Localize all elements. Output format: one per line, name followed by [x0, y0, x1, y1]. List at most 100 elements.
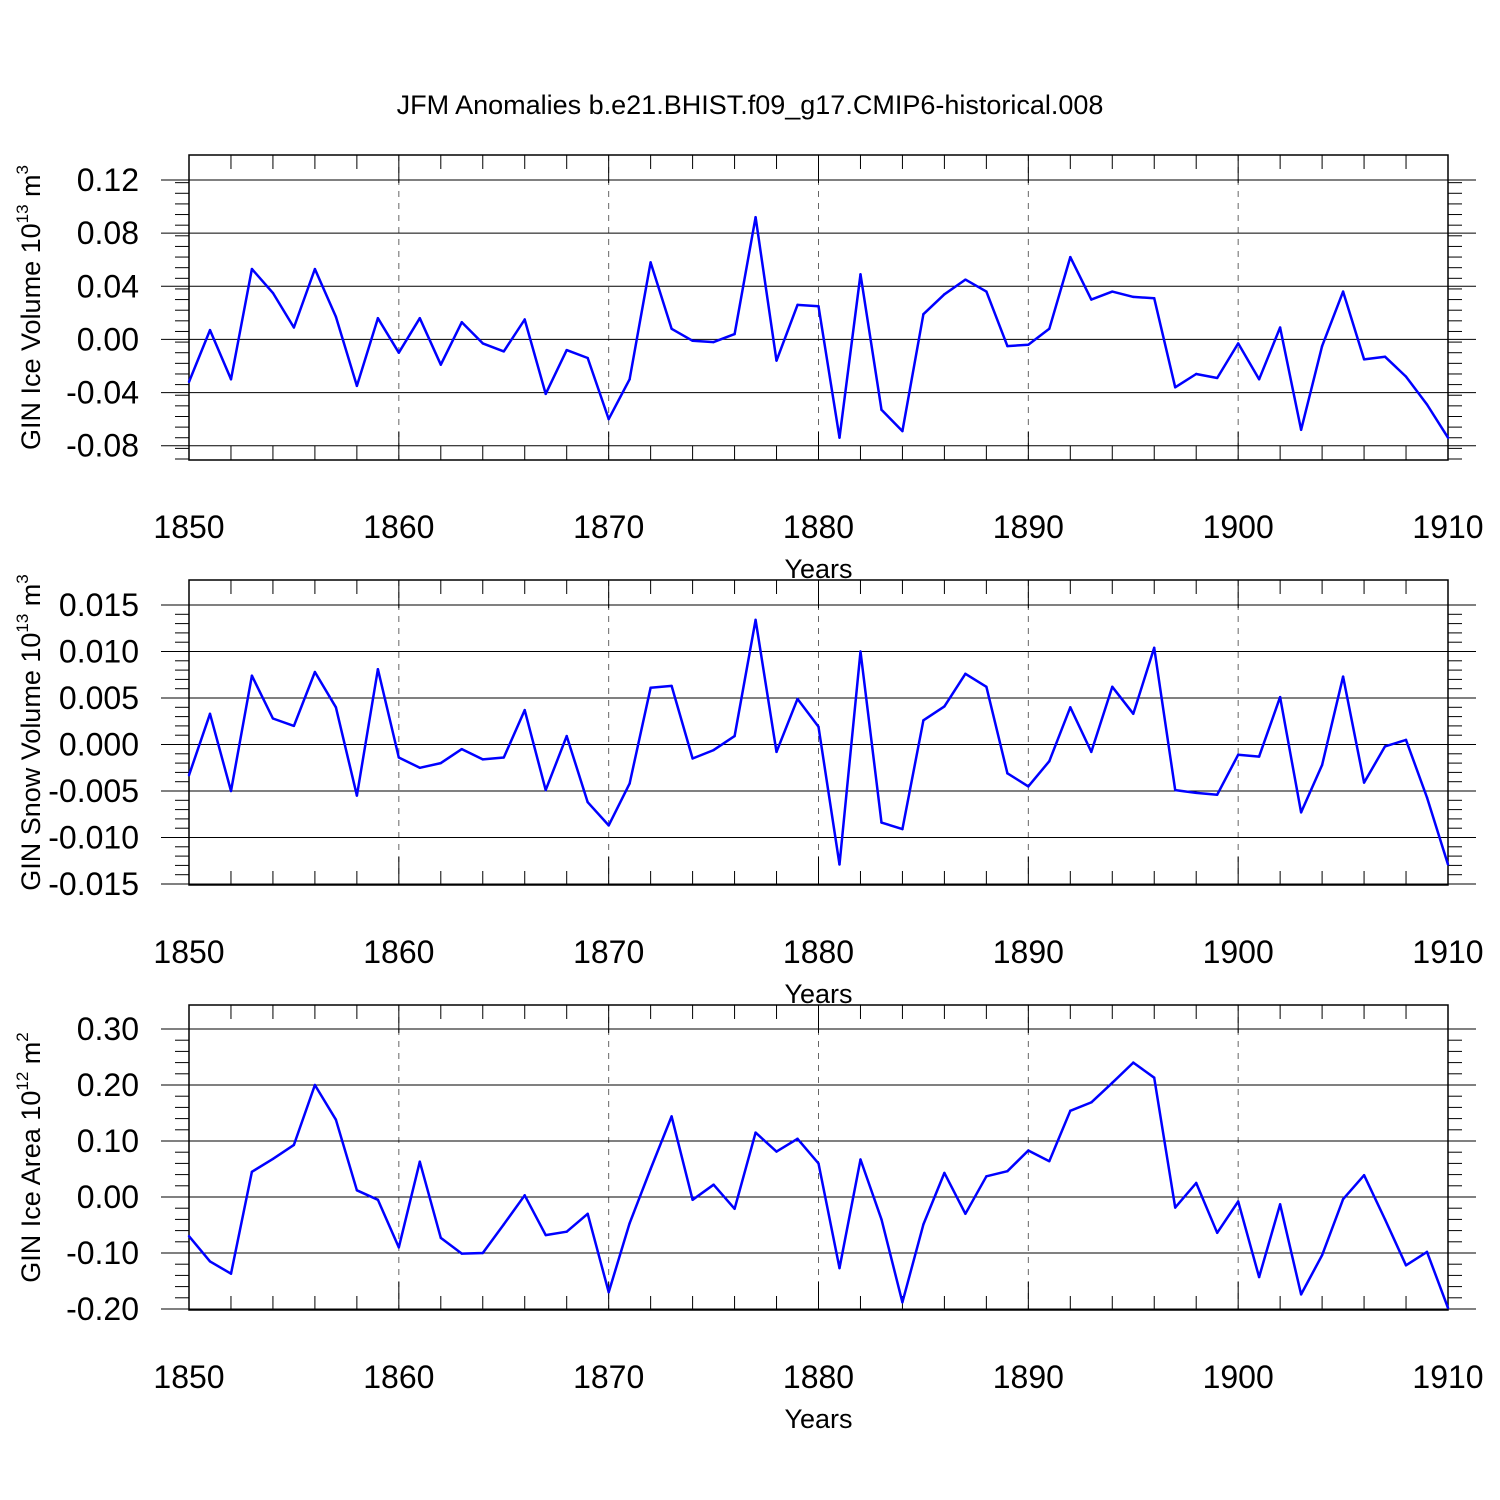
data-point — [964, 672, 967, 676]
y-tick-label: 0.00 — [77, 1179, 139, 1215]
data-point — [334, 1118, 338, 1121]
x-tick-label: 1860 — [363, 1359, 434, 1395]
data-point — [1048, 760, 1051, 763]
y-tick-label: 0.08 — [77, 215, 139, 251]
data-point — [1215, 376, 1219, 380]
data-point — [817, 305, 820, 308]
data-point — [355, 794, 359, 797]
data-point — [292, 1143, 296, 1147]
data-point — [733, 1207, 736, 1210]
panel-3: -0.20 -0.10 0.00 0.10 0.20 0.30 1850 1860 1870 18… — [13, 1004, 1484, 1434]
data-point — [607, 824, 610, 827]
data-point — [187, 380, 191, 384]
plot-frame — [188, 579, 1449, 886]
data-point — [691, 757, 694, 760]
data-point — [1090, 298, 1093, 301]
y-tick-label: 0.12 — [77, 162, 139, 198]
data-point — [985, 290, 988, 293]
x-tick-label: 1880 — [783, 509, 854, 545]
data-point — [901, 827, 904, 831]
data-point — [628, 782, 631, 785]
data-point — [1195, 372, 1198, 376]
data-point — [733, 332, 736, 336]
x-tick-label: 1870 — [573, 509, 644, 545]
data-point — [1132, 1061, 1135, 1064]
data-point — [943, 705, 946, 708]
data-point — [481, 758, 484, 761]
data-point — [1132, 295, 1135, 299]
data-point — [334, 706, 338, 709]
data-point — [1362, 1173, 1366, 1177]
y-tick-label: 0.00 — [77, 321, 139, 357]
data-point — [1299, 428, 1303, 431]
x-tick-label: 1890 — [993, 1359, 1064, 1395]
data-point — [334, 315, 338, 319]
data-point — [1048, 327, 1051, 330]
data-point — [1404, 738, 1408, 742]
data-point — [1299, 1293, 1303, 1296]
y-tick-label: -0.20 — [66, 1291, 139, 1327]
y-axis-label-unit: m — [16, 174, 46, 204]
data-point — [1174, 386, 1177, 389]
data-point — [1383, 745, 1387, 748]
data-point — [754, 216, 757, 219]
data-point — [1069, 706, 1072, 709]
y-axis-label-unit-exponent: 2 — [13, 1032, 32, 1041]
y-axis-label-unit: m — [16, 584, 46, 614]
data-point — [586, 1212, 589, 1216]
data-point — [1320, 1254, 1324, 1257]
data-point — [481, 1251, 484, 1255]
data-point — [670, 327, 673, 330]
panel-2: -0.015 -0.010 -0.005 0.000 0.005 0.010 0.015 18… — [13, 574, 1484, 1009]
data-point — [502, 756, 505, 759]
data-point — [1215, 793, 1219, 796]
data-point — [628, 378, 631, 381]
data-point — [733, 734, 736, 738]
data-point — [313, 267, 317, 271]
data-point — [481, 342, 484, 345]
data-point — [775, 750, 778, 754]
x-tick-label: 1880 — [783, 1359, 854, 1395]
x-tick-label: 1900 — [1203, 934, 1274, 970]
data-point — [523, 708, 526, 712]
x-tick-label: 1850 — [153, 934, 224, 970]
data-point — [817, 1162, 820, 1165]
data-point — [712, 748, 715, 752]
data-point — [1383, 355, 1387, 358]
data-point — [901, 429, 904, 433]
data-point — [544, 392, 547, 396]
data-point — [187, 773, 191, 777]
y-tick-label: -0.04 — [66, 375, 139, 411]
data-point — [397, 351, 401, 354]
data-point — [439, 1236, 442, 1240]
data-point — [1257, 378, 1261, 381]
data-point — [859, 1158, 862, 1161]
y-axis-label-main: GIN Ice Area 10 — [16, 1091, 46, 1283]
data-point — [208, 328, 212, 332]
data-point — [523, 318, 526, 321]
panel-1: -0.08 -0.04 0.00 0.04 0.08 0.12 1850 1860 1870 18… — [13, 154, 1484, 584]
data-point — [460, 320, 463, 324]
data-point — [1404, 1264, 1408, 1267]
plot-frame — [188, 154, 1449, 461]
figure-title: JFM Anomalies b.e21.BHIST.f09_g17.CMIP6-… — [397, 90, 1104, 120]
data-point — [355, 1189, 359, 1192]
y-tick-label: 0.30 — [77, 1011, 139, 1047]
data-point — [691, 1198, 694, 1202]
y-axis-label: GIN Ice Area 1012 m2 — [13, 1032, 46, 1283]
data-point — [250, 674, 254, 677]
y-axis-label: GIN Ice Volume 1013 m3 — [13, 165, 46, 450]
data-point — [1174, 1206, 1177, 1209]
data-point — [1425, 403, 1429, 406]
y-tick-label: -0.10 — [66, 1235, 139, 1271]
data-point — [1320, 344, 1324, 348]
y-tick-label: -0.015 — [48, 866, 139, 902]
data-point — [922, 719, 925, 722]
data-point — [985, 685, 988, 689]
data-point — [1153, 646, 1156, 649]
x-tick-label: 1910 — [1412, 1359, 1483, 1395]
data-point — [628, 1222, 631, 1225]
data-point — [1278, 695, 1282, 699]
data-point — [1278, 326, 1282, 329]
data-point — [1153, 297, 1156, 300]
